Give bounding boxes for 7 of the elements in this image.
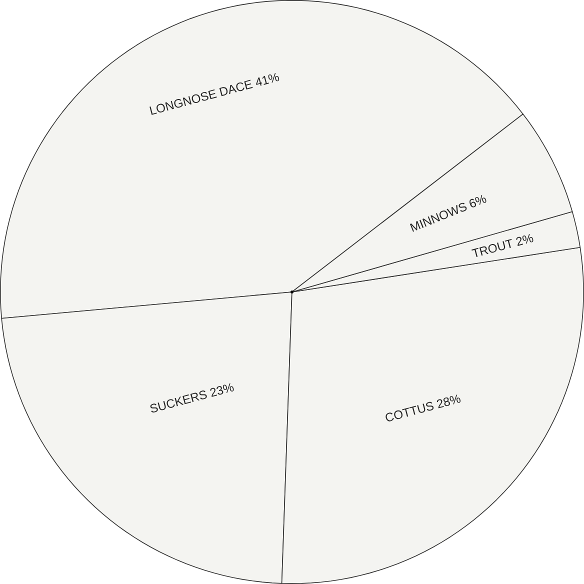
data-label: 6% — [470, 194, 486, 208]
data-label: 23% — [210, 383, 234, 397]
data-label: 41% — [256, 73, 280, 86]
data-label: 28% — [436, 394, 461, 408]
slice-label: COTTUS — [386, 402, 434, 422]
slice-label: TROUT — [472, 238, 512, 258]
data-label: 2% — [516, 234, 534, 246]
